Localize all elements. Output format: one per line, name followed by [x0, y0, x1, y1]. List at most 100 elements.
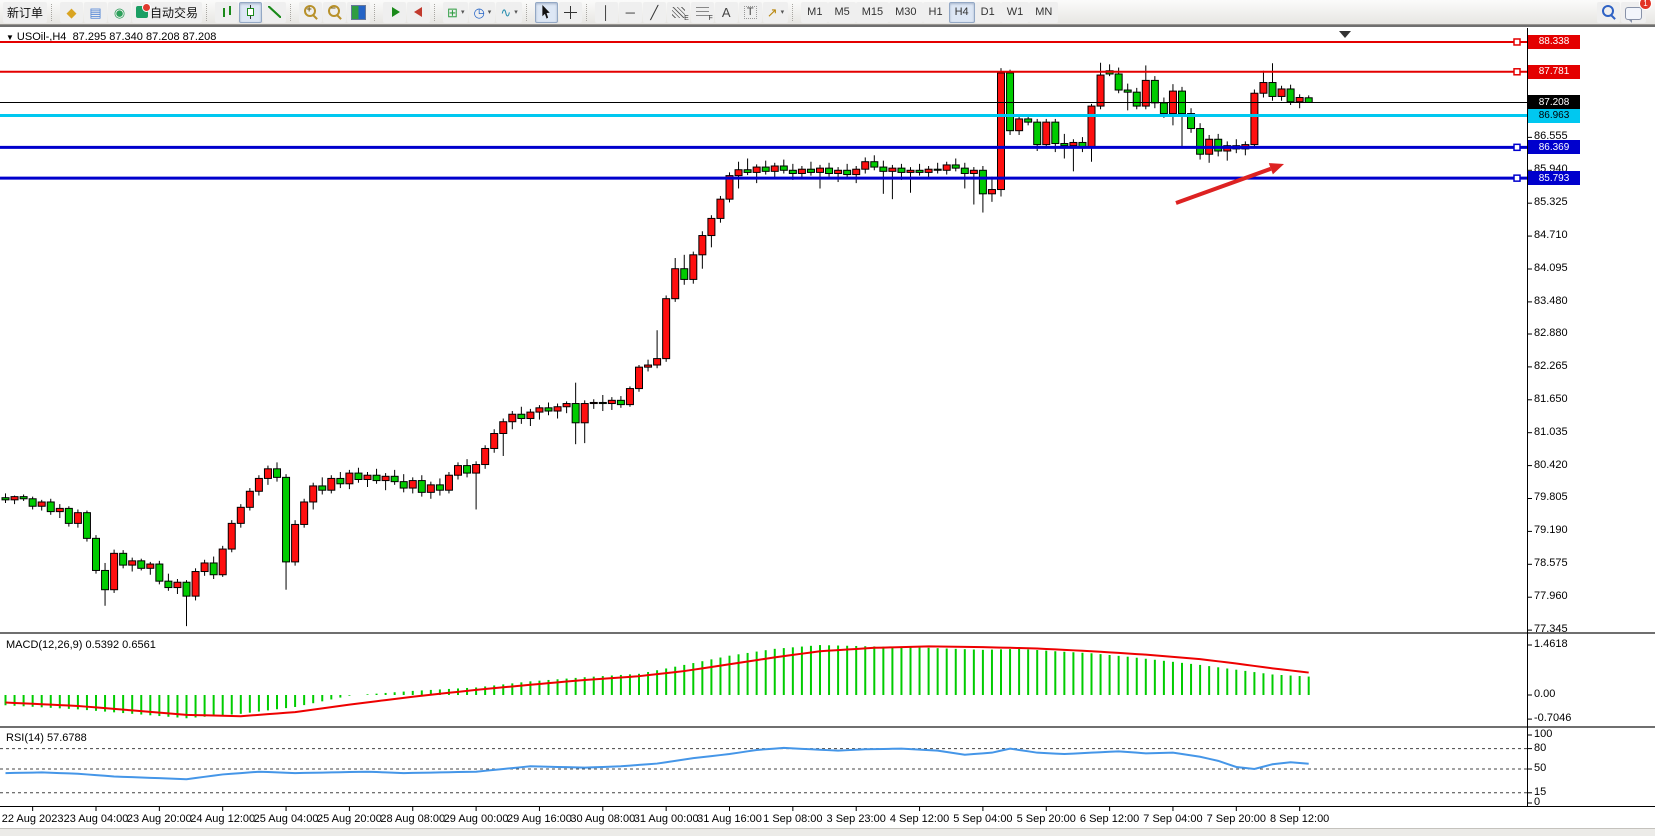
tile-windows-button[interactable]: [347, 1, 371, 23]
zoom-in-icon: [303, 5, 318, 19]
date-label: 30 Aug 08:00: [570, 813, 636, 825]
chat-notifications-button[interactable]: 1: [1621, 0, 1652, 23]
rsi-indicator-label: RSI(14) 57.6788: [6, 732, 87, 744]
price-badge: 85.793: [1528, 171, 1580, 186]
timeframe-button-mn[interactable]: MN: [1029, 1, 1059, 23]
new-order-button[interactable]: 新订单: [3, 1, 48, 23]
timeframe-button-d1[interactable]: D1: [974, 1, 1001, 23]
chevron-down-icon: ▾: [460, 9, 465, 16]
price-badge: 88.338: [1528, 34, 1580, 49]
rsi-panel-graphics: [0, 746, 1527, 794]
price-badge: 87.781: [1528, 64, 1580, 79]
date-label: 25 Aug 20:00: [316, 813, 382, 825]
main-toolbar: 新订单 ◆ ▤ ◉ 自动交易 ⊞ ▾ ◷ ▾ ∿ ▾ │ ─ ╱ A T ↗ ▾ M1 M…: [0, 0, 1655, 25]
bar-chart-icon: [220, 5, 233, 19]
rsi-panel-separator[interactable]: [0, 726, 1655, 728]
timeframe-button-m30[interactable]: M30: [889, 1, 923, 23]
crosshair-icon: [563, 5, 577, 19]
data-window-button[interactable]: ▤: [84, 1, 108, 23]
hline-handle[interactable]: [1513, 68, 1521, 76]
date-label: 23 Aug 04:00: [63, 813, 129, 825]
auto-scroll-button[interactable]: [383, 1, 407, 23]
timeframe-button-m1[interactable]: M1: [801, 1, 829, 23]
navigator-button[interactable]: ◉: [108, 1, 132, 23]
fibonacci-tool-button[interactable]: [690, 1, 714, 23]
chart-window-top-border: [0, 25, 1655, 27]
bar-chart-mode-button[interactable]: [215, 1, 239, 23]
macd-panel-graphics: [4, 645, 1310, 719]
macd-signal-line: [5, 645, 1309, 718]
toolbar-separator: [585, 3, 591, 21]
rsi-axis-label: 15: [1534, 785, 1547, 798]
rsi-axis-label: 0: [1534, 796, 1541, 808]
horizontal-line-icon: ─: [625, 4, 635, 20]
crosshair-tool-button[interactable]: [558, 1, 582, 23]
tile-windows-icon: [351, 4, 367, 20]
auto-scroll-icon: [391, 7, 400, 17]
hline-handle[interactable]: [1513, 143, 1521, 152]
autotrading-button[interactable]: 自动交易: [132, 1, 203, 23]
price-tick-label: 85.325: [1534, 196, 1568, 209]
hline-handle[interactable]: [1513, 174, 1521, 182]
macd-axis-label: -0.7046: [1534, 712, 1572, 725]
diamond-icon: ◆: [66, 4, 77, 20]
price-tick-label: 77.960: [1534, 590, 1568, 603]
horizontal-line-objects[interactable]: [0, 38, 1527, 182]
line-chart-mode-button[interactable]: [263, 1, 287, 23]
indicators-button[interactable]: ∿ ▾: [496, 1, 522, 23]
candles-layer: [1, 62, 1313, 627]
channel-tool-button[interactable]: [666, 1, 690, 23]
date-label: 5 Sep 04:00: [953, 813, 1013, 825]
chart-shift-icon: [413, 7, 422, 17]
chevron-down-icon: ▾: [780, 9, 785, 16]
new-chart-button[interactable]: ⊞ ▾: [443, 1, 469, 23]
symbol-dropdown-icon[interactable]: ▼: [6, 33, 14, 42]
timeframe-button-h1[interactable]: H1: [922, 1, 949, 23]
window-bottom-edge: [0, 828, 1655, 836]
date-label: 7 Sep 04:00: [1143, 813, 1203, 825]
rsi-line: [5, 746, 1309, 781]
price-tick-label: 78.575: [1534, 557, 1568, 570]
date-label: 31 Aug 00:00: [633, 813, 699, 825]
price-tick-label: 82.265: [1534, 359, 1568, 372]
zoom-out-button[interactable]: [323, 1, 347, 23]
hline-handle[interactable]: [1513, 38, 1521, 46]
cursor-tool-button[interactable]: [534, 1, 558, 23]
period-button[interactable]: ◷ ▾: [469, 1, 496, 23]
zoom-in-button[interactable]: [299, 1, 323, 23]
date-label: 6 Sep 12:00: [1079, 813, 1140, 825]
macd-axis-label: 1.4618: [1534, 638, 1568, 650]
indicator-wave-icon: ∿: [500, 4, 512, 20]
time-axis-border: [0, 806, 1655, 807]
market-watch-button[interactable]: ◆: [60, 1, 84, 23]
vertical-line-tool-button[interactable]: │: [594, 1, 618, 23]
chart-window[interactable]: ▼ USOil-,H4 87.295 87.340 87.208 87.208 M…: [0, 25, 1655, 836]
timeframe-button-h4[interactable]: H4: [948, 1, 975, 23]
toolbar-separator: [374, 3, 379, 21]
text-tool-button[interactable]: A: [714, 1, 738, 23]
zoom-out-icon: [327, 5, 342, 19]
macd-panel-separator[interactable]: [0, 632, 1655, 634]
trend-arrow-annotation[interactable]: [1175, 163, 1284, 205]
signal-icon: ◉: [113, 4, 126, 20]
search-button[interactable]: [1597, 1, 1620, 23]
candlestick-mode-button[interactable]: [239, 1, 263, 23]
chart-shift-marker[interactable]: [1339, 31, 1351, 38]
date-label: 24 Aug 12:00: [190, 813, 256, 825]
chart-shift-button[interactable]: [407, 1, 431, 23]
trendline-tool-button[interactable]: ╱: [642, 1, 666, 23]
price-axis-divider: [1527, 28, 1528, 806]
text-label-tool-button[interactable]: T: [738, 1, 762, 23]
toolbar-separator: [206, 3, 211, 21]
timeframe-button-m15[interactable]: M15: [855, 1, 890, 23]
new-chart-icon: ⊞: [447, 4, 458, 20]
horizontal-line-tool-button[interactable]: ─: [618, 1, 642, 23]
date-label: 25 Aug 04:00: [253, 813, 319, 825]
channel-icon: [671, 6, 685, 18]
chevron-down-icon: ▾: [514, 9, 518, 16]
chart-canvas[interactable]: [0, 25, 1655, 836]
timeframe-button-m5[interactable]: M5: [828, 1, 856, 23]
arrows-tool-button[interactable]: ↗ ▾: [762, 1, 789, 23]
timeframe-button-w1[interactable]: W1: [1000, 1, 1030, 23]
